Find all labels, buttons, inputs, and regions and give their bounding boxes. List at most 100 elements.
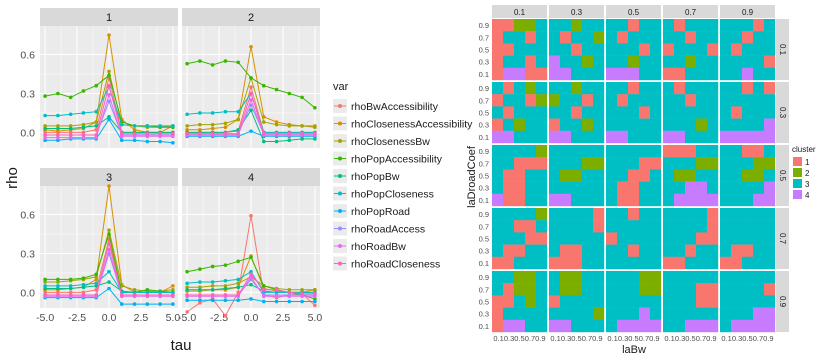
heatmap-cell <box>650 82 662 95</box>
heatmap-cell <box>536 307 548 320</box>
heatmap-cell <box>503 319 515 333</box>
heatmap-cell <box>639 271 651 284</box>
heatmap-cell <box>617 256 629 270</box>
legend-key <box>793 190 802 199</box>
heatmap-cell <box>650 271 662 284</box>
data-point-rhoBwAccessibility <box>223 313 228 318</box>
data-point-rhoPopBw <box>81 125 86 130</box>
y-tick-label: 0.7 <box>479 33 489 42</box>
data-point-rhoRoadCloseness <box>185 293 189 297</box>
heatmap-cell <box>571 232 583 245</box>
heatmap-cell <box>742 319 754 333</box>
heatmap-cell <box>560 43 572 56</box>
heatmap-cell <box>650 181 662 194</box>
data-point-rhoPopBw <box>210 288 215 292</box>
heatmap-cell <box>742 283 754 296</box>
heatmap-cell <box>560 82 572 95</box>
heatmap-cell <box>593 295 605 308</box>
heatmap-cell <box>571 67 583 81</box>
heatmap-cell <box>525 55 537 68</box>
heatmap-cell <box>503 67 515 81</box>
data-point-rhoPopCloseness <box>236 109 241 114</box>
data-point-rhoPopCloseness <box>158 124 162 128</box>
heatmap-panel <box>663 19 719 81</box>
heatmap-cell <box>549 82 561 95</box>
heatmap-cell <box>764 319 776 333</box>
heatmap-cell <box>696 130 708 144</box>
data-point-rhoClosenessBw <box>185 285 189 290</box>
data-point-rhoPopBw <box>249 282 253 287</box>
legend-label: rhoPopRoad <box>351 206 410 218</box>
data-point-rhoRoadBw <box>68 135 73 140</box>
heatmap-cell <box>753 157 765 170</box>
heatmap-cell <box>571 55 583 68</box>
data-point-rhoPopCloseness <box>171 290 175 295</box>
heatmap-cell <box>525 256 537 270</box>
heatmap-cell <box>503 106 515 119</box>
heatmap-cell <box>674 118 686 131</box>
data-point-rhoBwAccessibility <box>68 130 73 135</box>
heatmap-cell <box>571 118 583 131</box>
heatmap-panel <box>606 145 662 207</box>
row-strip-label: 0.5 <box>778 170 787 182</box>
heatmap-cell <box>536 271 548 284</box>
heatmap-cell <box>639 295 651 308</box>
data-point-rhoClosenessBw <box>94 275 99 279</box>
data-point-rhoClosenessBw <box>210 284 215 288</box>
heatmap-cell <box>549 31 561 44</box>
facet-panel-3: 3 0.0 0.3 0.6 -5.0 -2.5 0.0 2.5 5.0 <box>20 168 180 324</box>
row-strip <box>776 82 789 143</box>
y-tick-label: 0.9 <box>479 147 489 156</box>
heatmap-cell <box>696 283 708 296</box>
data-point-rhoPopRoad <box>236 298 241 303</box>
legend-label: rhoBwAccessibility <box>351 101 439 113</box>
heatmap-cell <box>536 31 548 44</box>
heatmap-cell <box>707 31 719 44</box>
heatmap-cell <box>663 271 675 284</box>
heatmap-cell <box>685 55 697 68</box>
data-point-rhoPopBw <box>68 286 73 291</box>
data-point-rhoBwAccessibility <box>68 290 73 295</box>
data-point-rhoRoadCloseness <box>81 293 86 297</box>
heatmap-cell <box>731 67 743 81</box>
heatmap-cell <box>731 244 743 257</box>
data-point-rhoPopCloseness <box>119 122 124 127</box>
heatmap-cell <box>639 130 651 144</box>
heatmap-cell <box>549 319 561 333</box>
heatmap-cell <box>707 307 719 320</box>
heatmap-cell <box>628 208 640 221</box>
heatmap-cell <box>685 295 697 308</box>
heatmap-cell <box>628 31 640 44</box>
y-tick-label: 0.5 <box>479 172 489 181</box>
heatmap-cell <box>707 94 719 107</box>
heatmap-cell <box>571 43 583 56</box>
heatmap-cell <box>503 307 515 320</box>
heatmap-cell <box>492 295 504 308</box>
heatmap-cell <box>696 244 708 257</box>
data-point-rhoRoadCloseness <box>132 293 137 297</box>
data-point-rhoClosenessAccessibility <box>132 128 137 132</box>
heatmap-cell <box>753 145 765 158</box>
data-point-rhoPopAccessibility <box>68 277 73 282</box>
heatmap-cell <box>720 283 732 296</box>
heatmap-cell <box>571 319 583 333</box>
heatmap-cell <box>707 157 719 170</box>
heatmap-cell <box>514 157 526 170</box>
heatmap-cell <box>663 118 675 131</box>
heatmap-cell <box>514 307 526 320</box>
data-point-rhoBwAccessibility <box>313 303 317 308</box>
row-strip <box>776 271 789 332</box>
heatmap-cell <box>582 181 594 194</box>
data-point-rhoPopRoad <box>132 138 137 143</box>
heatmap-cell <box>617 82 629 95</box>
heatmap-cell <box>617 169 629 182</box>
heatmap-cell <box>514 43 526 56</box>
heatmap-cell <box>617 244 629 257</box>
data-point-rhoPopRoad <box>43 138 47 143</box>
heatmap-cell <box>650 118 662 131</box>
data-point-rhoPopCloseness <box>107 269 111 274</box>
data-point-rhoClosenessBw <box>210 122 215 127</box>
heatmap-cell <box>536 319 548 333</box>
heatmap-cell <box>674 55 686 68</box>
heatmap-cell <box>696 94 708 107</box>
